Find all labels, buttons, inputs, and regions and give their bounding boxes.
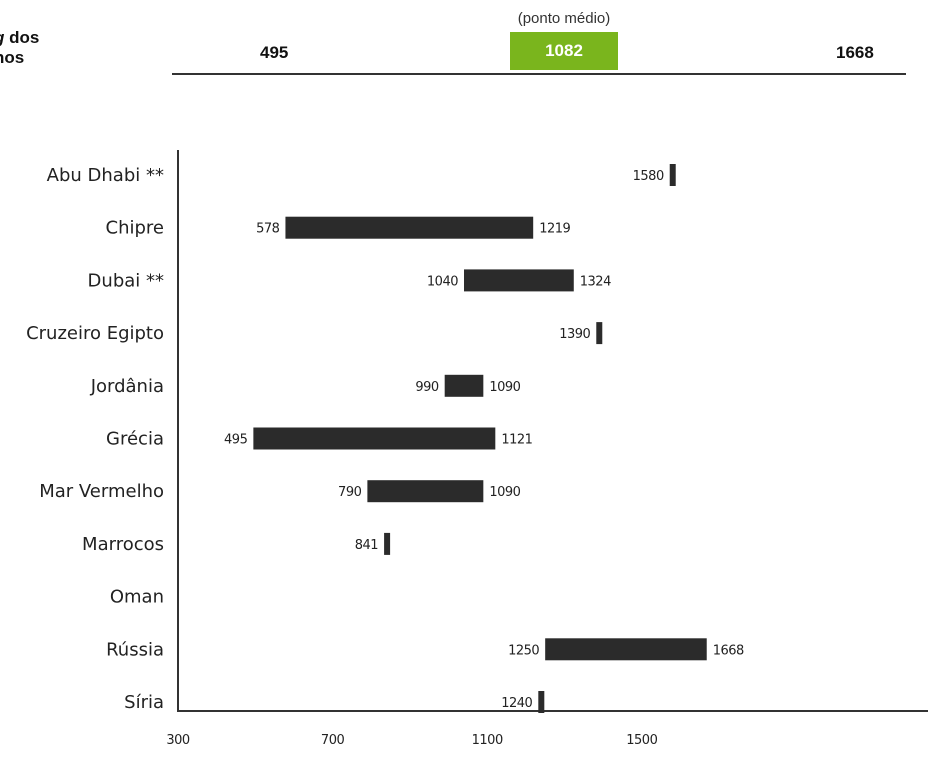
- range-bar: [253, 427, 496, 450]
- bar-min-label: 790: [338, 485, 362, 500]
- range-bar: [464, 269, 574, 292]
- x-tick-label: 1100: [472, 733, 503, 748]
- bar-max-label: 1324: [580, 274, 611, 289]
- scale-mid-value: 1082: [545, 41, 583, 60]
- bar-min-label: 841: [355, 538, 379, 553]
- range-bar: [669, 164, 676, 186]
- range-bar: [367, 480, 484, 503]
- header-title-rest: dos: [4, 28, 40, 47]
- bar-min-label: 1040: [427, 274, 458, 289]
- bar-min-label: 495: [224, 433, 248, 448]
- bar-max-label: 1668: [713, 643, 744, 658]
- bar-min-label: 578: [256, 222, 280, 237]
- range-bar: [538, 691, 545, 713]
- scale-max-value: 1668: [836, 43, 874, 62]
- range-bar: [384, 532, 391, 555]
- scale-mid-badge: 1082: [510, 32, 618, 70]
- bar-min-label: 990: [415, 380, 439, 395]
- x-tick-label: 300: [166, 733, 190, 748]
- range-bar: [545, 638, 707, 661]
- range-bar: [285, 216, 534, 239]
- header-title-italic: g: [0, 28, 4, 47]
- x-tick-label: 700: [321, 733, 345, 748]
- bar-max-label: 1219: [539, 222, 570, 237]
- bar-min-label: 1240: [501, 696, 532, 711]
- range-bar: [596, 322, 603, 345]
- category-label: Síria: [124, 692, 164, 713]
- scale-min-value: 495: [260, 43, 289, 62]
- range-bar: [444, 374, 484, 397]
- category-label: Marrocos: [82, 534, 164, 555]
- category-label: Oman: [110, 587, 164, 608]
- category-label: Chipre: [106, 218, 164, 239]
- scale-mid-caption: (ponto médio): [517, 10, 611, 27]
- scale-line: [172, 73, 906, 75]
- category-label: Dubai **: [88, 270, 164, 291]
- header-title: g dos nos: [0, 28, 39, 68]
- category-label: Abu Dhabi **: [47, 165, 164, 186]
- bar-max-label: 1090: [489, 485, 520, 500]
- category-label: Jordânia: [90, 376, 164, 397]
- category-label: Grécia: [106, 429, 164, 450]
- bar-min-label: 1580: [633, 169, 664, 184]
- category-label: Rússia: [106, 639, 164, 660]
- bar-max-label: 1121: [501, 433, 532, 448]
- category-label: Cruzeiro Egipto: [26, 323, 164, 344]
- header-title-line2: nos: [0, 48, 25, 67]
- bar-max-label: 1090: [489, 380, 520, 395]
- category-label: Mar Vermelho: [39, 481, 164, 502]
- bar-min-label: 1390: [559, 327, 590, 342]
- x-tick-label: 1500: [626, 733, 657, 748]
- bar-min-label: 1250: [508, 643, 539, 658]
